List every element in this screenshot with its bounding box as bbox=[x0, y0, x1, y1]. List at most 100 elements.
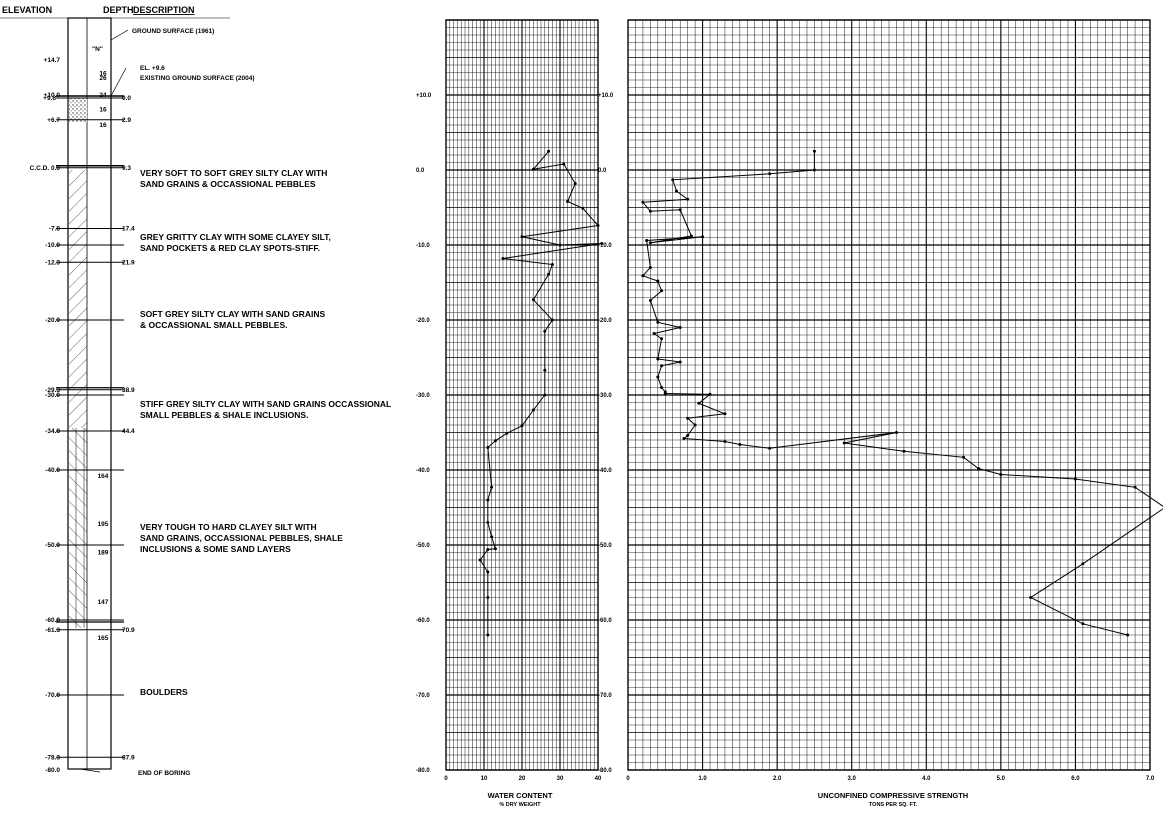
data-point bbox=[486, 633, 490, 637]
data-point bbox=[648, 209, 652, 213]
layer-description: VERY SOFT TO SOFT GREY SILTY CLAY WITH bbox=[140, 168, 327, 178]
layer-description: BOULDERS bbox=[140, 687, 188, 697]
n-value: 165 bbox=[98, 635, 109, 642]
data-point bbox=[656, 357, 660, 361]
data-point bbox=[486, 570, 490, 574]
end-of-boring-leader bbox=[79, 768, 101, 773]
data-point bbox=[520, 424, 524, 428]
boring-log-column: ELEVATION DEPTH DESCRIPTION "N" bbox=[0, 5, 391, 777]
fill-layer-hatch bbox=[69, 98, 87, 122]
y-tick-label: 0.0 bbox=[598, 168, 607, 174]
data-point bbox=[999, 473, 1003, 476]
data-point bbox=[558, 243, 562, 247]
data-point bbox=[490, 485, 494, 489]
x-tick-label: 0 bbox=[626, 776, 630, 782]
elevation-label: +14.7 bbox=[44, 57, 61, 64]
depth-label: 2.9 bbox=[122, 117, 131, 124]
data-point bbox=[660, 386, 664, 389]
data-point bbox=[894, 431, 898, 434]
y-tick-label: -10.0 bbox=[598, 243, 612, 249]
data-point bbox=[697, 401, 701, 405]
data-point bbox=[641, 200, 645, 204]
data-point bbox=[547, 272, 551, 276]
data-point bbox=[693, 423, 697, 427]
x-tick-label: 1.0 bbox=[698, 776, 707, 782]
data-point bbox=[1073, 477, 1077, 481]
x-tick-label: 6.0 bbox=[1071, 776, 1080, 782]
data-point bbox=[689, 234, 693, 238]
compressive-strength-xlabel-sub: TONS PER SQ. FT. bbox=[869, 802, 918, 808]
data-point bbox=[1081, 562, 1085, 566]
layer-description: & OCCASSIONAL SMALL PEBBLES. bbox=[140, 320, 288, 330]
data-point bbox=[660, 337, 664, 341]
n-value: 164 bbox=[98, 473, 109, 480]
data-point bbox=[902, 449, 906, 453]
y-tick-label: -20.0 bbox=[416, 318, 430, 324]
water-content-chart: 0 10 20 30 40 +10.0 0.0 -10.0 -20.0 -30.0 -40.0 -50… bbox=[416, 19, 604, 808]
elevation-label: -12.3 bbox=[45, 259, 60, 266]
layer-description: VERY TOUGH TO HARD CLAYEY SILT WITH bbox=[140, 522, 317, 532]
description-header: DESCRIPTION bbox=[133, 5, 195, 15]
data-point bbox=[550, 318, 554, 322]
n-value: 26 bbox=[99, 75, 107, 82]
data-point bbox=[768, 172, 772, 176]
x-tick-label: 10 bbox=[481, 776, 488, 782]
y-tick-label: -60.0 bbox=[598, 618, 612, 624]
data-point bbox=[486, 596, 490, 599]
elevation-label: +10.0 bbox=[44, 92, 61, 99]
depth-label: 38.9 bbox=[122, 387, 135, 394]
data-point bbox=[660, 289, 664, 293]
data-point bbox=[562, 162, 566, 166]
ground-1961-leader bbox=[110, 29, 129, 41]
elevation-label: -60.0 bbox=[45, 617, 60, 624]
depth-label: 87.9 bbox=[122, 754, 135, 761]
data-point bbox=[686, 416, 690, 420]
elevation-label: -70.0 bbox=[45, 692, 60, 699]
water-content-xlabel-sub: % DRY WEIGHT bbox=[499, 802, 541, 808]
data-point bbox=[842, 441, 846, 445]
n-value: 24 bbox=[99, 92, 107, 99]
water-content-points bbox=[478, 149, 604, 637]
data-point bbox=[812, 149, 816, 153]
layer-description: STIFF GREY SILTY CLAY WITH SAND GRAINS O… bbox=[140, 399, 391, 409]
y-tick-label: -30.0 bbox=[598, 393, 612, 399]
data-point bbox=[543, 393, 547, 397]
depth-label: 70.9 bbox=[122, 627, 135, 634]
depth-label: 0.0 bbox=[122, 95, 131, 102]
elevation-label: -78.3 bbox=[45, 754, 60, 761]
soil-column-frame bbox=[67, 17, 112, 770]
data-point bbox=[656, 279, 660, 283]
data-point bbox=[566, 200, 570, 203]
data-point bbox=[656, 375, 660, 379]
ground-surface-2004: EXISTING GROUND SURFACE (2004) bbox=[140, 75, 255, 82]
data-point bbox=[812, 168, 816, 172]
data-point bbox=[652, 332, 656, 335]
data-point bbox=[600, 242, 604, 245]
data-point bbox=[581, 206, 585, 210]
plot-frame bbox=[445, 19, 599, 771]
y-tick-label: -60.0 bbox=[416, 618, 430, 624]
compressive-strength-points bbox=[641, 149, 1137, 637]
data-point bbox=[1081, 622, 1085, 626]
compressive-strength-grid bbox=[627, 19, 1151, 771]
n-value: 16 bbox=[99, 122, 107, 129]
water-content-grid bbox=[445, 19, 599, 771]
data-point bbox=[648, 299, 652, 302]
y-tick-label: -70.0 bbox=[598, 693, 612, 699]
data-point bbox=[543, 329, 547, 333]
silty-clay-hatch bbox=[69, 170, 87, 428]
data-point bbox=[723, 412, 727, 416]
elevation-label: -80.0 bbox=[45, 767, 60, 774]
layer-description: GREY GRITTY CLAY WITH SOME CLAYEY SILT, bbox=[140, 232, 331, 242]
ground-surface-1961: GROUND SURFACE (1961) bbox=[132, 28, 214, 35]
data-point bbox=[645, 239, 649, 242]
data-point bbox=[686, 197, 690, 201]
data-point bbox=[505, 431, 509, 435]
y-tick-label: -50.0 bbox=[416, 543, 430, 549]
elevation-label: -61.3 bbox=[45, 627, 60, 634]
x-tick-label: 40 bbox=[595, 776, 602, 782]
data-point bbox=[486, 521, 490, 524]
data-point bbox=[1126, 633, 1130, 637]
compressive-strength-series bbox=[641, 151, 1163, 636]
